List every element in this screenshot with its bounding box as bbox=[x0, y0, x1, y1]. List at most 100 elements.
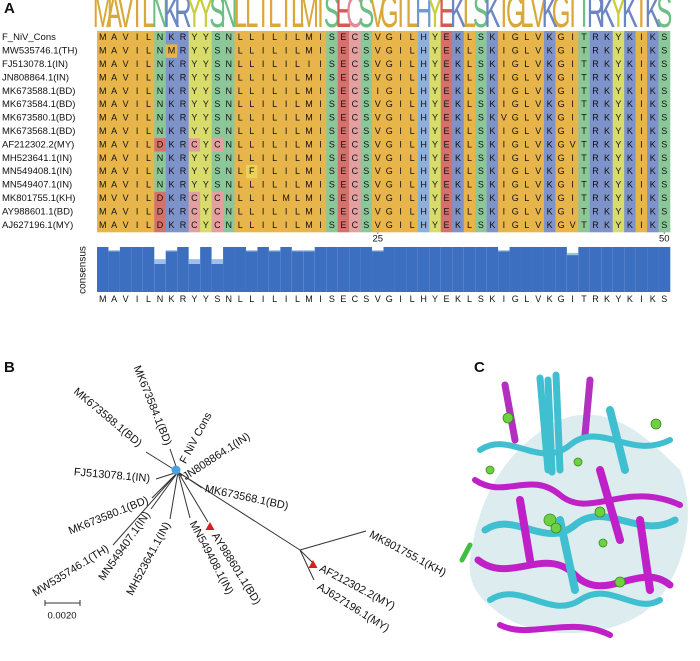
residue-cell bbox=[337, 57, 350, 72]
residue-cell bbox=[555, 98, 568, 112]
residue-cell bbox=[383, 71, 396, 85]
residue-cell bbox=[601, 165, 613, 179]
residue-cell bbox=[119, 124, 132, 139]
residue-cell bbox=[394, 71, 407, 85]
residue-cell bbox=[658, 218, 671, 233]
residue-cell bbox=[647, 57, 659, 72]
residue-cell bbox=[268, 205, 281, 219]
residue-cell bbox=[612, 205, 625, 219]
conservation-bar bbox=[280, 247, 293, 292]
residue-cell bbox=[177, 71, 189, 85]
residue-cell bbox=[314, 98, 327, 112]
residue-cell bbox=[119, 151, 132, 166]
residue-cell bbox=[440, 98, 453, 112]
residue-cell bbox=[131, 98, 144, 112]
residue-cell bbox=[245, 57, 258, 72]
conservation-bar bbox=[509, 247, 522, 292]
residue-cell bbox=[200, 165, 212, 179]
residue-cell bbox=[394, 44, 407, 59]
residue-cell bbox=[245, 165, 258, 179]
residue-cell bbox=[406, 98, 419, 112]
residue-cell bbox=[154, 44, 167, 59]
residue-cell bbox=[211, 138, 224, 152]
residue-cell bbox=[383, 191, 396, 206]
leaf-label: MK673588.1(BD) bbox=[71, 386, 144, 450]
residue-cell bbox=[589, 84, 602, 99]
residue-cell bbox=[337, 124, 350, 139]
panel-label: A bbox=[4, 0, 15, 17]
residue-cell bbox=[589, 71, 602, 85]
residue-cell bbox=[234, 71, 247, 85]
residue-cell bbox=[566, 138, 579, 152]
residue-cell bbox=[498, 111, 510, 126]
residue-cell bbox=[372, 178, 384, 193]
residue-cell bbox=[372, 138, 384, 152]
residue-cell bbox=[119, 138, 132, 152]
residue-cell bbox=[463, 124, 476, 139]
residue-cell bbox=[509, 44, 522, 59]
residue-cell bbox=[245, 151, 258, 166]
residue-cell bbox=[589, 191, 602, 206]
residue-cell bbox=[97, 205, 109, 219]
residue-cell bbox=[372, 111, 384, 126]
residue-cell bbox=[612, 191, 625, 206]
residue-cell bbox=[291, 98, 304, 112]
residue-cell bbox=[543, 191, 556, 206]
residue-cell bbox=[394, 218, 407, 233]
residue-cell bbox=[337, 84, 350, 99]
conservation-bar bbox=[337, 247, 350, 292]
residue-cell bbox=[257, 31, 270, 45]
residue-cell bbox=[314, 44, 327, 59]
residue-cell bbox=[417, 178, 430, 193]
residue-cell bbox=[314, 151, 327, 166]
residue-cell bbox=[97, 44, 109, 59]
residue-cell bbox=[291, 44, 304, 59]
residue-cell bbox=[475, 57, 487, 72]
conservation-bar bbox=[97, 247, 109, 292]
residue-cell bbox=[498, 191, 510, 206]
residue-cell bbox=[429, 178, 442, 193]
residue-cell bbox=[200, 205, 212, 219]
residue-cell bbox=[452, 165, 465, 179]
conservation-bar bbox=[314, 247, 327, 292]
residue-cell bbox=[108, 205, 121, 219]
residue-cell bbox=[154, 205, 167, 219]
conservation-bar bbox=[383, 247, 396, 292]
residue-cell bbox=[372, 31, 384, 45]
residue-cell bbox=[291, 205, 304, 219]
residue-cell bbox=[417, 205, 430, 219]
residue-cell bbox=[440, 71, 453, 85]
residue-cell bbox=[257, 151, 270, 166]
residue-cell bbox=[486, 124, 499, 139]
residue-cell bbox=[647, 111, 659, 126]
residue-cell bbox=[108, 111, 121, 126]
residue-cell bbox=[97, 111, 109, 126]
residue-cell bbox=[406, 205, 419, 219]
residue-cell bbox=[509, 151, 522, 166]
residue-cell bbox=[635, 151, 648, 166]
residue-cell bbox=[360, 138, 373, 152]
residue-cell bbox=[108, 165, 121, 179]
residue-cell bbox=[119, 98, 132, 112]
residue-cell bbox=[142, 165, 155, 179]
panel-label: C bbox=[474, 359, 485, 376]
sequence-name: JN808864.1(IN) bbox=[2, 72, 69, 83]
residue-cell bbox=[372, 165, 384, 179]
residue-cell bbox=[360, 218, 373, 233]
residue-cell bbox=[142, 111, 155, 126]
residue-cell bbox=[131, 138, 144, 152]
residue-cell bbox=[245, 98, 258, 112]
residue-cell bbox=[440, 151, 453, 166]
residue-cell bbox=[211, 165, 224, 179]
residue-cell bbox=[394, 84, 407, 99]
residue-cell bbox=[521, 111, 533, 126]
residue-cell bbox=[360, 178, 373, 193]
residue-cell bbox=[211, 44, 224, 59]
residue-cell bbox=[349, 57, 361, 72]
residue-cell bbox=[566, 71, 579, 85]
conservation-bar bbox=[142, 247, 155, 292]
residue-cell bbox=[612, 44, 625, 59]
sequence-name: F_NiV_Cons bbox=[2, 32, 56, 43]
